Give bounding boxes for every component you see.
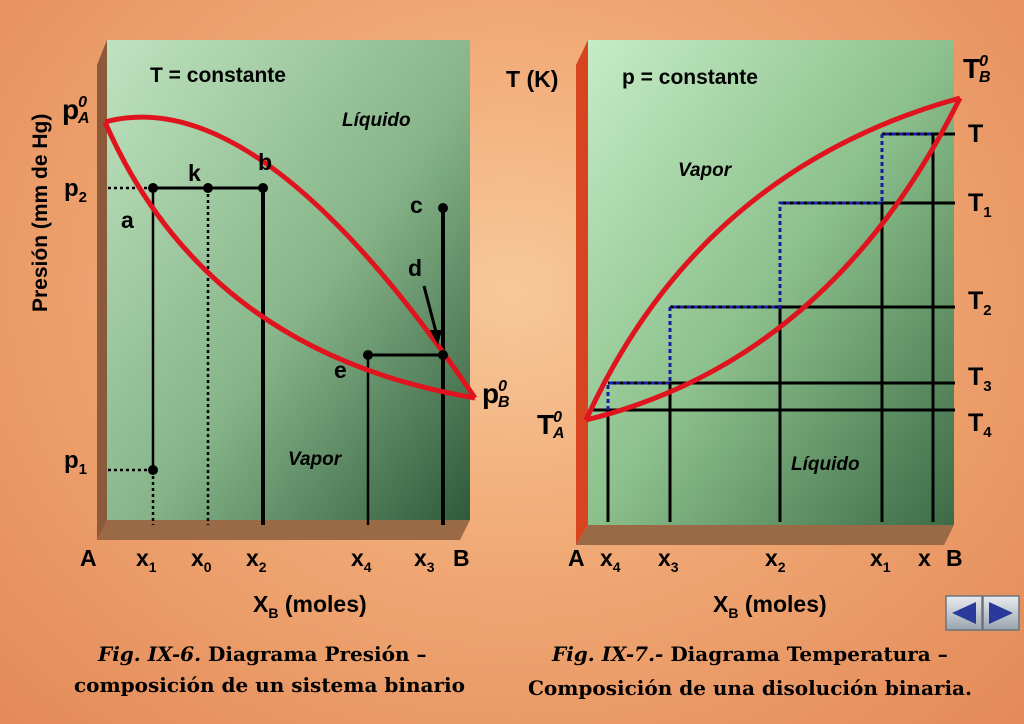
arrow-right-icon xyxy=(989,602,1013,624)
label-T3: T3 xyxy=(968,363,992,395)
point-c xyxy=(438,203,448,213)
label-T1: T1 xyxy=(968,189,992,221)
left-panel-side xyxy=(97,40,107,540)
point-e xyxy=(363,350,373,360)
x-label-x0: x0 xyxy=(191,545,212,575)
next-button[interactable] xyxy=(982,595,1020,631)
rx-label-x: x xyxy=(918,545,931,571)
label-k: k xyxy=(188,160,201,186)
pressure-diagram: T = constante Líquido Vapor Presión (mm … xyxy=(29,40,510,621)
arrow-left-icon xyxy=(952,602,976,624)
left-constant-label: T = constante xyxy=(150,64,286,87)
arrow-head xyxy=(430,330,442,345)
vapor-curve xyxy=(102,121,476,401)
label-p2: p2 xyxy=(64,175,87,206)
point-k xyxy=(203,183,213,193)
dew-curve xyxy=(583,95,961,422)
rx-label-B: B xyxy=(946,545,963,571)
right-panel-side xyxy=(576,40,588,545)
left-region-liquid: Líquido xyxy=(342,110,411,131)
label-c: c xyxy=(410,192,423,218)
left-panel-bottom xyxy=(97,520,470,540)
point-b xyxy=(258,183,268,193)
rx-label-x4: x4 xyxy=(600,545,621,575)
label-b: b xyxy=(258,149,272,175)
label-T4: T4 xyxy=(968,409,992,441)
caption-right-line1: Fig. IX-7.- Diagrama Temperatura – xyxy=(551,642,948,666)
label-d: d xyxy=(408,255,422,281)
label-pA: p0 A xyxy=(62,94,90,127)
caption-right-line2: Composición de una disolución binaria. xyxy=(528,676,972,700)
caption-left-line1: Fig. IX-6. Diagrama Presión – xyxy=(97,642,426,666)
x-label-A: A xyxy=(80,545,97,571)
liquid-curve xyxy=(104,114,478,400)
y-axis-title-pressure: Presión (mm de Hg) xyxy=(29,114,52,312)
x-label-x3: x3 xyxy=(414,545,435,575)
label-T2: T2 xyxy=(968,287,992,319)
right-region-liquid: Líquido xyxy=(791,454,860,475)
label-pB: p0 B xyxy=(482,378,510,411)
previous-button[interactable] xyxy=(945,595,983,631)
right-panel-bottom xyxy=(576,525,954,545)
y-axis-title-temperature: T (K) xyxy=(506,66,558,92)
x-label-x4: x4 xyxy=(351,545,372,575)
x-label-x2: x2 xyxy=(246,545,267,575)
right-region-vapor: Vapor xyxy=(678,160,733,181)
label-p1: p1 xyxy=(64,447,87,478)
arrow-d xyxy=(422,285,438,333)
label-TB: T0 B xyxy=(963,53,991,86)
caption-left-line2: composición de un sistema binario xyxy=(74,673,465,697)
rx-label-A: A xyxy=(568,545,585,571)
rx-label-x1: x1 xyxy=(870,545,891,575)
point-p1 xyxy=(148,465,158,475)
x-axis-title-right: XB (moles) xyxy=(713,591,827,621)
right-panel-face xyxy=(588,40,954,525)
label-a: a xyxy=(121,207,134,233)
x-label-x1: x1 xyxy=(136,545,157,575)
distillation-steps xyxy=(606,132,933,410)
point-d xyxy=(438,350,448,360)
point-a xyxy=(148,183,158,193)
rx-label-x3: x3 xyxy=(658,545,679,575)
left-region-vapor: Vapor xyxy=(288,449,343,470)
label-e: e xyxy=(334,357,347,383)
label-T: T xyxy=(968,120,983,148)
rx-label-x2: x2 xyxy=(765,545,786,575)
x-label-B: B xyxy=(453,545,470,571)
x-axis-title-left: XB (moles) xyxy=(253,591,367,621)
temperature-diagram: p = constante Vapor Líquido T (K) T0 B T0… xyxy=(506,40,992,621)
label-TA: T0 A xyxy=(537,409,565,442)
bubble-curve xyxy=(585,96,963,423)
right-constant-label: p = constante xyxy=(622,66,758,89)
